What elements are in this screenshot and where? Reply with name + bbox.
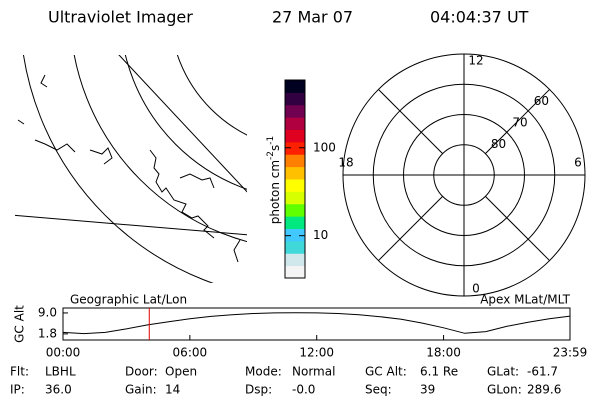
y-tick-label: 9.0 — [38, 305, 57, 319]
field-label: Flt: — [10, 365, 29, 379]
altitude-ylabel: GC Alt — [13, 305, 27, 343]
field-value: Open — [165, 365, 197, 379]
polar-mlt-label: 0 — [472, 282, 480, 296]
polar-label: Apex MLat/MLT — [480, 293, 570, 307]
colorbar-frame — [284, 79, 306, 279]
colorbar-segment — [285, 253, 305, 267]
x-tick-label: 12:00 — [299, 346, 334, 360]
colorbar-segment — [285, 228, 305, 242]
colorbar-segment — [285, 191, 305, 205]
field-label: Seq: — [365, 383, 392, 397]
colorbar-tick-label: 10 — [313, 228, 328, 242]
colorbar-segment — [285, 117, 305, 130]
colorbar-tick-label: 100 — [313, 140, 336, 154]
field-label: GLat: — [487, 365, 519, 379]
colorbar-exp: -2 — [266, 151, 276, 160]
altitude-line — [62, 312, 571, 335]
colorbar-segment — [285, 265, 305, 279]
colorbar-segment — [285, 203, 305, 217]
field-label: Door: — [125, 365, 158, 379]
colorbar-segment — [285, 166, 305, 180]
colorbar-segment — [285, 92, 305, 106]
colorbar-label: photon cm-2s-1 — [266, 136, 282, 225]
polar-lat-label: 60 — [534, 94, 549, 108]
colorbar-segment — [285, 141, 305, 155]
field-label: Mode: — [245, 365, 282, 379]
field-label: GLon: — [487, 383, 522, 397]
field-value: 6.1 Re — [420, 365, 458, 379]
time: 04:04:37 UT — [430, 8, 529, 27]
field-label: GC Alt: — [365, 365, 407, 379]
polar-mlt-label: 12 — [468, 54, 483, 68]
polar-diagonal — [485, 89, 550, 154]
field-value: -0.0 — [292, 383, 315, 397]
field-value: 14 — [165, 383, 180, 397]
map-grid — [15, 55, 247, 283]
colorbar-segment — [285, 129, 305, 143]
field-value: Normal — [292, 365, 335, 379]
polar-diagonal — [378, 196, 443, 261]
field-label: IP: — [10, 383, 25, 397]
colorbar-segment — [285, 216, 305, 229]
x-tick-label: 23:59 — [553, 346, 588, 360]
x-tick-label: 00:00 — [46, 346, 81, 360]
polar-mlt-label: 6 — [574, 156, 582, 170]
date: 27 Mar 07 — [272, 8, 353, 27]
field-value: 36.0 — [45, 383, 72, 397]
field-value: 289.6 — [527, 383, 561, 397]
colorbar-segment — [285, 104, 305, 118]
polar-lat-label: 70 — [512, 116, 527, 130]
field-value: 39 — [420, 383, 435, 397]
colorbar-segment — [285, 179, 305, 192]
polar-mlt-label: 18 — [338, 156, 353, 170]
polar-diagonal — [378, 89, 443, 154]
y-tick-label: 1.8 — [38, 326, 57, 340]
colorbar-segment — [285, 240, 305, 254]
polar-diagonal — [485, 196, 550, 261]
field-value: LBHL — [45, 365, 76, 379]
field-label: Dsp: — [245, 383, 272, 397]
colorbar-exp: -1 — [266, 136, 276, 145]
field-value: -61.7 — [527, 365, 558, 379]
field-label: Gain: — [125, 383, 157, 397]
colorbar-label-part: photon cm — [268, 160, 282, 224]
polar-lat-label: 80 — [491, 137, 506, 151]
colorbar-segment — [285, 154, 305, 168]
map-label: Geographic Lat/Lon — [70, 293, 187, 307]
x-tick-label: 18:00 — [426, 346, 461, 360]
x-tick-label: 06:00 — [173, 346, 208, 360]
colorbar-segment — [285, 80, 305, 93]
colorbar-label-part: s — [268, 145, 282, 151]
title: Ultraviolet Imager — [48, 8, 193, 27]
